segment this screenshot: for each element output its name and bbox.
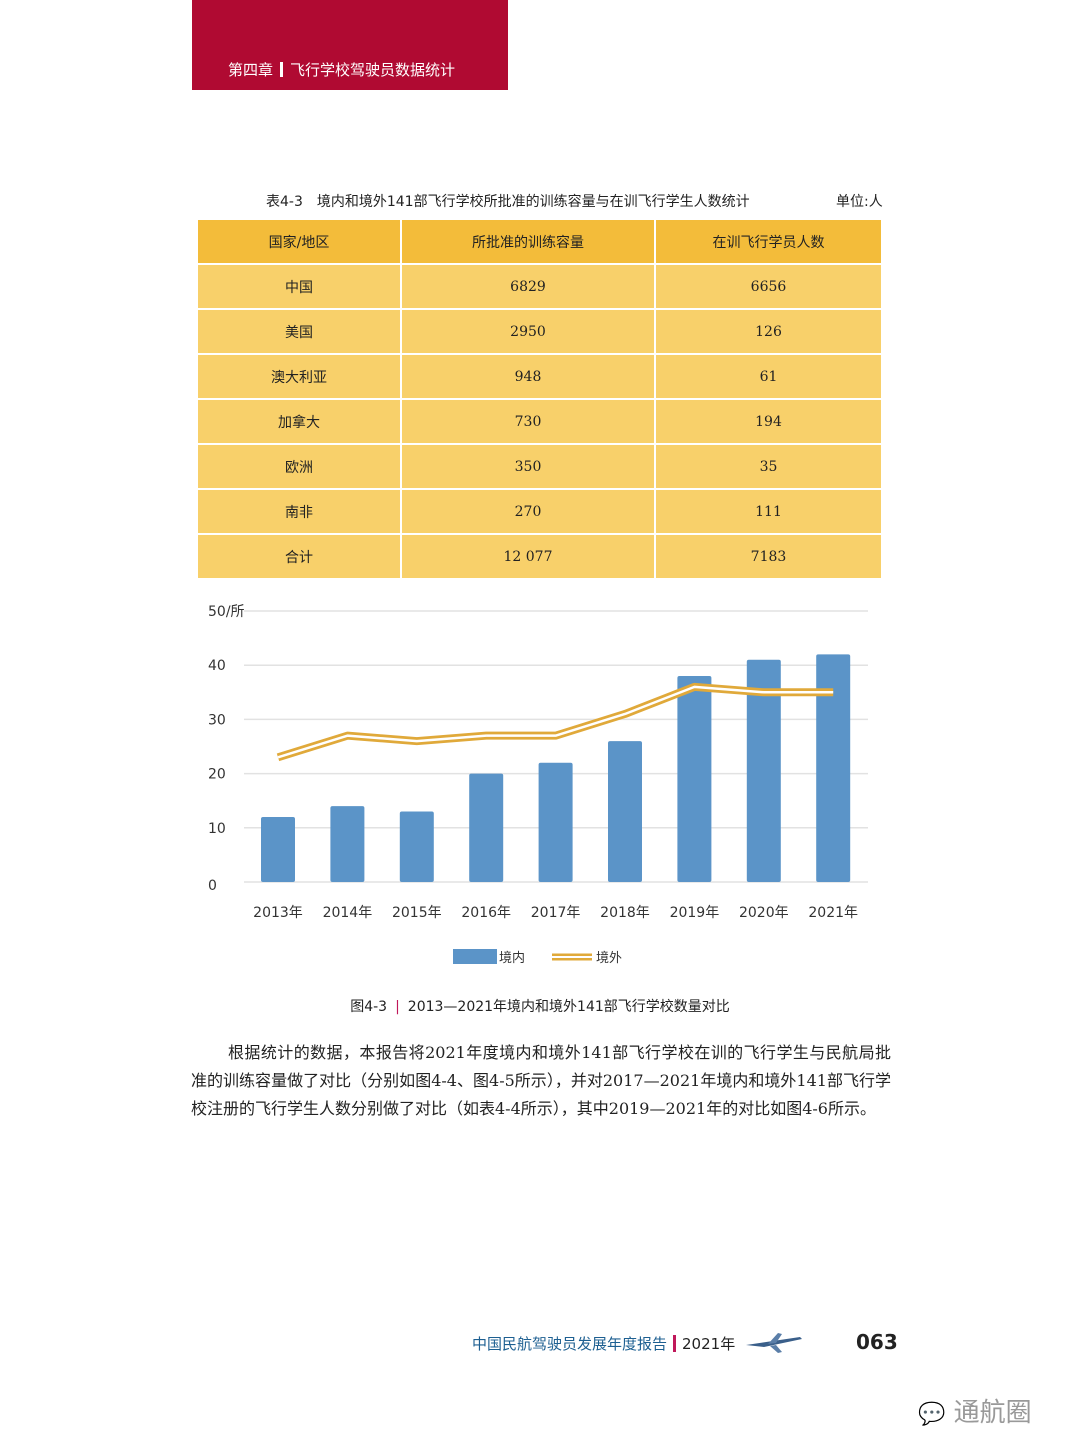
x-tick-label: 2019年 [670,905,720,921]
table-unit: 单位:人 [836,194,883,210]
students-cell: 126 [655,309,883,355]
students-cell: 6656 [655,264,883,310]
capacity-cell: 270 [401,489,656,535]
divider [673,1335,677,1352]
x-tick-label: 2013年 [253,905,303,921]
figure-caption: 图4-3 | 2013—2021年境内和境外141部飞行学校数量对比 [350,999,730,1015]
table-caption: 表4-3 境内和境外141部飞行学校所批准的训练容量与在训飞行学生人数统计 [266,194,750,210]
airplane-icon [745,1333,802,1353]
chapter-header: 第四章 飞行学校驾驶员数据统计 [192,0,508,90]
y-tick-label: 0 [208,878,217,894]
table-row: 澳大利亚 948 61 [198,354,883,400]
table-row: 加拿大 730 194 [198,399,883,445]
x-tick-label: 2018年 [600,905,650,921]
bar-2021年 [816,654,851,882]
x-tick-label: 2020年 [739,905,789,921]
watermark: 💬 通航圈 [918,1392,1032,1429]
region-cell: 欧洲 [198,444,402,490]
students-cell: 7183 [655,534,883,580]
students-cell: 194 [655,399,883,445]
body-paragraph: 根据统计的数据，本报告将2021年度境内和境外141部飞行学校在训的飞行学生与民… [191,1039,891,1123]
data-table: 国家/地区 所批准的训练容量 在训飞行学员人数 中国 6829 6656 美国 2950… [198,220,883,580]
x-tick-label: 2015年 [392,905,442,921]
x-tick-label: 2021年 [808,905,858,921]
region-cell: 澳大利亚 [198,354,402,400]
table-row: 中国 6829 6656 [198,264,883,310]
bar-2017年 [538,762,573,882]
region-cell: 美国 [198,309,402,355]
table-row: 南非 270 111 [198,489,883,535]
capacity-cell: 6829 [401,264,656,310]
capacity-cell: 730 [401,399,656,445]
y-tick-label: 30 [208,712,226,728]
region-cell: 南非 [198,489,402,535]
page-number: 063 [856,1330,898,1354]
legend-swatch-bar [453,949,497,964]
x-tick-label: 2017年 [531,905,581,921]
figure-title: 2013—2021年境内和境外141部飞行学校数量对比 [407,999,730,1015]
bar-2016年 [469,773,504,882]
y-tick-label: 40 [208,658,226,674]
table-header-row: 国家/地区 所批准的训练容量 在训飞行学员人数 [198,220,883,265]
region-cell: 中国 [198,264,402,310]
chapter-title: 第四章 飞行学校驾驶员数据统计 [228,59,455,80]
region-cell: 加拿大 [198,399,402,445]
students-cell: 35 [655,444,883,490]
y-tick-label: 50/所 [208,604,245,620]
bar-2014年 [330,806,365,882]
capacity-cell: 2950 [401,309,656,355]
x-tick-label: 2014年 [323,905,373,921]
legend-label: 境内 [499,950,525,966]
y-tick-label: 10 [208,821,226,837]
report-year: 2021年 [682,1335,736,1353]
bar-2015年 [399,811,434,882]
column-header: 所批准的训练容量 [401,220,656,265]
page-footer: 中国民航驾驶员发展年度报告 2021年 [472,1331,804,1355]
bar-2018年 [608,741,642,882]
bar-2020年 [746,659,781,882]
table-row: 合计 12 077 7183 [198,534,883,580]
bar-line-chart: 0 10 20 30 40 50/所 2013年 2014年 2015年 2016年 2017年 20… [208,604,868,966]
column-header: 国家/地区 [198,220,402,265]
chapter-name: 飞行学校驾驶员数据统计 [290,61,456,79]
capacity-cell: 350 [401,444,656,490]
report-title: 中国民航驾驶员发展年度报告 [472,1335,668,1353]
divider [280,62,284,77]
column-header: 在训飞行学员人数 [655,220,883,265]
chapter-number: 第四章 [228,61,274,79]
table-row: 美国 2950 126 [198,309,883,355]
figure-label: 图4-3 [350,999,388,1015]
bar-2013年 [261,816,295,882]
x-tick-label: 2016年 [461,905,511,921]
y-tick-label: 20 [208,767,226,783]
wechat-icon: 💬 [918,1402,946,1427]
region-cell: 合计 [198,534,402,580]
table-row: 欧洲 350 35 [198,444,883,490]
students-cell: 111 [655,489,883,535]
legend-label: 境外 [596,951,622,966]
bar-2019年 [677,676,712,882]
paragraph-text: 根据统计的数据，本报告将2021年度境内和境外141部飞行学校在训的飞行学生与民… [191,1043,891,1118]
watermark-text: 通航圈 [953,1398,1032,1428]
capacity-cell: 948 [401,354,656,400]
students-cell: 61 [655,354,883,400]
capacity-cell: 12 077 [401,534,656,580]
